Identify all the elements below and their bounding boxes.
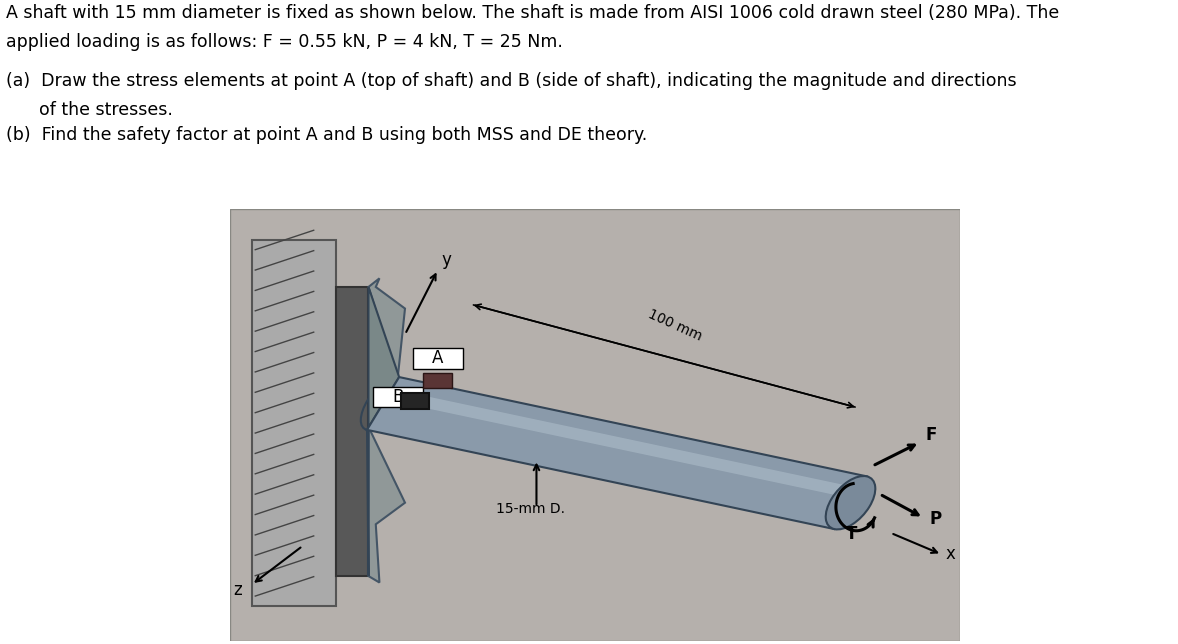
Bar	[402, 393, 429, 409]
Text: A: A	[432, 349, 444, 367]
Polygon shape	[368, 287, 399, 576]
Text: A shaft with 15 mm diameter is fixed as shown below. The shaft is made from AISI: A shaft with 15 mm diameter is fixed as …	[6, 4, 1059, 22]
Polygon shape	[369, 278, 405, 380]
Text: B: B	[392, 388, 403, 406]
FancyBboxPatch shape	[373, 386, 423, 408]
Text: (b)  Find the safety factor at point A and B using both MSS and DE theory.: (b) Find the safety factor at point A an…	[6, 126, 647, 144]
Text: 15-mm D.: 15-mm D.	[496, 502, 565, 516]
Polygon shape	[336, 287, 369, 576]
Text: P: P	[929, 510, 941, 528]
Polygon shape	[368, 377, 867, 529]
Bar	[423, 374, 452, 388]
Text: F: F	[926, 426, 938, 444]
Text: of the stresses.: of the stresses.	[6, 101, 173, 119]
Ellipse shape	[826, 476, 875, 529]
Text: applied loading is as follows: F = 0.55 kN, P = 4 kN, T = 25 Nm.: applied loading is as follows: F = 0.55 …	[6, 33, 563, 51]
Text: 100 mm: 100 mm	[646, 307, 704, 343]
Polygon shape	[369, 427, 405, 583]
Polygon shape	[252, 240, 336, 606]
Text: T: T	[846, 526, 856, 544]
Text: x: x	[946, 545, 955, 563]
FancyBboxPatch shape	[413, 348, 463, 368]
Polygon shape	[230, 209, 960, 641]
Polygon shape	[385, 389, 859, 498]
Text: z: z	[233, 582, 243, 600]
Text: (a)  Draw the stress elements at point A (top of shaft) and B (side of shaft), i: (a) Draw the stress elements at point A …	[6, 72, 1017, 90]
Text: y: y	[442, 251, 451, 269]
